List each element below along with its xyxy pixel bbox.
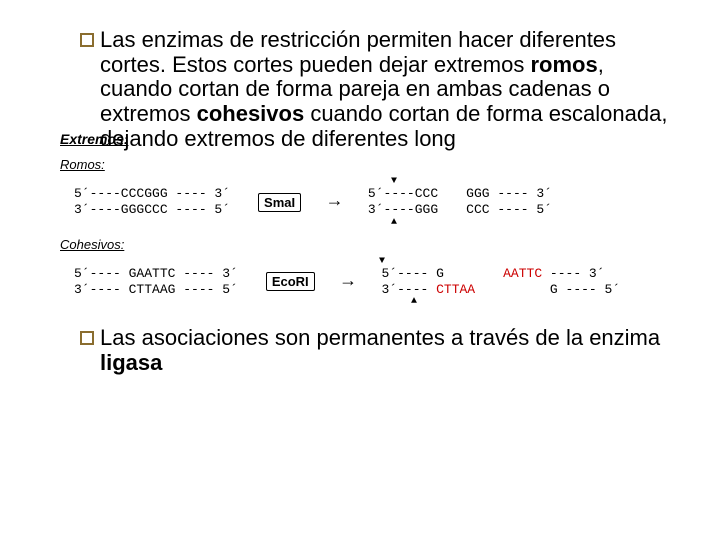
romos-label: Romos: [60,157,672,172]
coh-right1-seq: 5´---- G 3´---- CTTAA [381,266,475,299]
diagram-region: Extremos: Romos: ▼ 5´----CCCGGG ---- 3´ … [60,131,672,306]
romos-right1-seq: 5´----CCC 3´----GGG [368,186,438,219]
bullet1-prefix: Las [100,27,135,52]
coh-marker-bottom: ▲ [116,298,672,306]
coh-r1-1: 5´---- G [381,266,475,282]
cohesivos-label: Cohesivos: [60,237,672,252]
coh-r1-2-pre: 3´---- CTTAA [381,282,475,297]
romos-marker-top: ▼ [116,178,672,186]
romos-r1-2: 3´----GGG [368,202,438,218]
bullet2-rest: asociaciones son permanentes a través de… [135,325,660,350]
romos-r1-1: 5´----CCC [368,186,438,202]
coh-r2-1a: AATTC [503,266,542,281]
bullet-square-icon [80,331,94,345]
coh-r2-2: G ---- 5´ [503,282,620,298]
bullet2-bold: ligasa [100,350,162,375]
coh-left-2: 3´---- CTTAAG ---- 5´ [74,282,238,298]
coh-r2-1b: ---- 3´ [542,266,604,281]
bullet-square-icon [80,33,94,47]
bullet1-bold1: romos [530,52,597,77]
bullet-2-text: Las asociaciones son permanentes a travé… [100,326,672,375]
bullet1-bold2: cohesivos [197,101,305,126]
coh-left-seq: 5´---- GAATTC ---- 3´ 3´---- CTTAAG ----… [74,266,238,299]
romos-marker-bottom: ▲ [116,219,672,227]
coh-r2-1: AATTC ---- 3´ [503,266,620,282]
bullet-1: Las enzimas de restricción permiten hace… [80,28,672,151]
romos-enzyme: SmaI [258,193,301,212]
romos-right2-seq: GGG ---- 3´ CCC ---- 5´ [466,186,552,219]
romos-r2-2: CCC ---- 5´ [466,202,552,218]
romos-left-seq: 5´----CCCGGG ---- 3´ 3´----GGGCCC ---- 5… [74,186,230,219]
arrow-icon: → [329,193,340,211]
romos-row: 5´----CCCGGG ---- 3´ 3´----GGGCCC ---- 5… [74,186,672,219]
romos-r2-1: GGG ---- 3´ [466,186,552,202]
cohesivos-row: 5´---- GAATTC ---- 3´ 3´---- CTTAAG ----… [74,266,672,299]
coh-r1-2: 3´---- CTTAA [381,282,475,298]
coh-enzyme: EcoRI [266,272,315,291]
arrow-icon: → [343,273,354,291]
coh-left-1: 5´---- GAATTC ---- 3´ [74,266,238,282]
bullet-1-text: Las enzimas de restricción permiten hace… [100,28,672,151]
romos-left-1: 5´----CCCGGG ---- 3´ [74,186,230,202]
coh-marker-top: ▼ [116,258,672,266]
bullet-2: Las asociaciones son permanentes a travé… [80,326,672,375]
coh-right2-seq: AATTC ---- 3´ G ---- 5´ [503,266,620,299]
romos-left-2: 3´----GGGCCC ---- 5´ [74,202,230,218]
bullet2-prefix: Las [100,325,135,350]
